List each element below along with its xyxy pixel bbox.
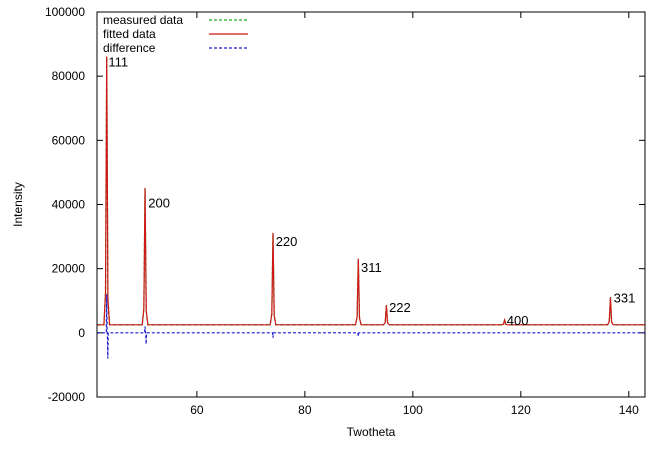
series-difference xyxy=(97,294,645,359)
plot-frame xyxy=(96,11,646,398)
y-tick-label: 0 xyxy=(78,326,85,340)
peak-label: 331 xyxy=(614,290,636,305)
peak-annotations: 111 200 220 311 222 400 331 xyxy=(108,55,635,328)
fitted-peak-point xyxy=(272,232,274,234)
fitted-peak-point xyxy=(357,258,359,260)
legend-label: difference xyxy=(103,41,156,55)
legend-label: measured data xyxy=(103,13,183,27)
series-layer xyxy=(97,56,645,359)
y-tick-label: 100000 xyxy=(45,5,85,19)
x-tick-label: 80 xyxy=(298,403,312,417)
peak-label: 111 xyxy=(108,55,128,70)
peak-label: 400 xyxy=(507,313,529,328)
x-tick-label: 120 xyxy=(511,403,531,417)
peak-label: 200 xyxy=(148,196,170,211)
fitted-peak-point xyxy=(106,56,108,58)
y-tick-label: 20000 xyxy=(52,262,86,276)
x-tick-label: 140 xyxy=(619,403,639,417)
y-axis-title: Intensity xyxy=(11,182,25,227)
y-tick-label: 60000 xyxy=(52,133,86,147)
x-tick-label: 100 xyxy=(403,403,423,417)
x-axis-title: Twotheta xyxy=(347,425,396,439)
fitted-peak-point xyxy=(144,187,146,190)
fitted-peak-point xyxy=(609,296,612,299)
peak-label: 311 xyxy=(361,260,382,275)
fitted-peak-point xyxy=(385,304,387,307)
fitted-peak-point xyxy=(504,319,506,321)
legend-label: fitted data xyxy=(103,27,156,41)
x-tick-label: 60 xyxy=(190,403,204,417)
peak-label: 222 xyxy=(389,300,411,315)
y-tick-label: -20000 xyxy=(48,390,86,404)
peak-label: 220 xyxy=(276,234,298,249)
y-tick-label: 80000 xyxy=(52,69,86,83)
tick-labels: -20000 0 20000 40000 60000 80000 100000 60 80 100… xyxy=(45,5,639,417)
y-tick-label: 40000 xyxy=(52,198,86,212)
